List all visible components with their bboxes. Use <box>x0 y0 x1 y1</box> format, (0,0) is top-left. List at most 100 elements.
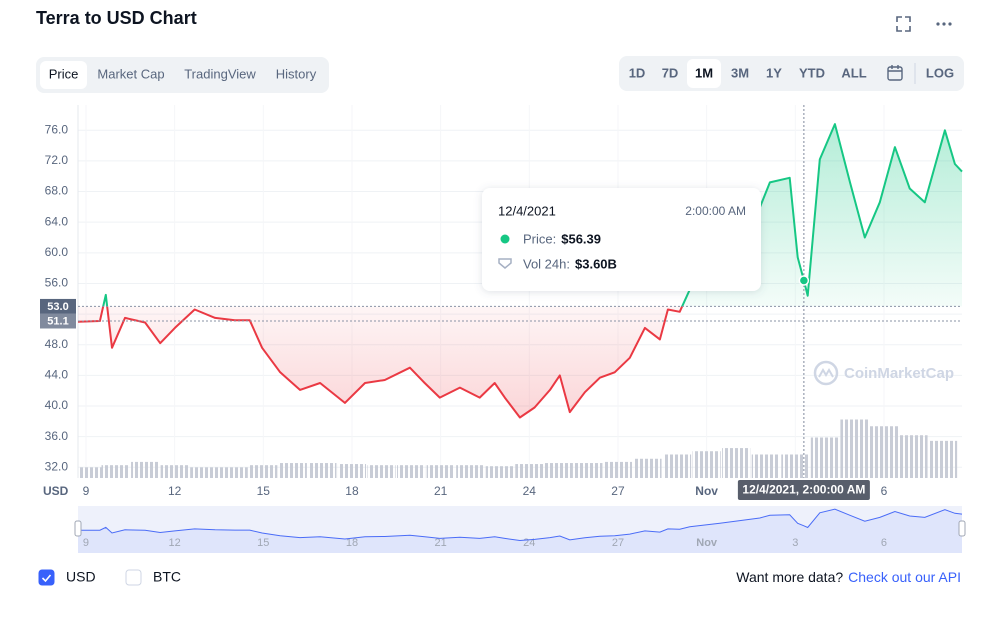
log-button[interactable]: LOG <box>926 65 954 80</box>
tooltip-box <box>482 188 761 291</box>
calendar-body <box>887 66 903 81</box>
volume-bar <box>633 458 662 478</box>
reference-label-box <box>40 298 76 314</box>
calendar-icon[interactable] <box>887 65 903 81</box>
tab-bar <box>36 57 329 93</box>
range-button[interactable]: ALL <box>841 65 866 80</box>
x-tick-label: 6 <box>881 484 888 498</box>
x-tick-label: 9 <box>83 484 90 498</box>
volume-bar <box>929 440 958 478</box>
tab[interactable]: History <box>276 66 317 81</box>
reference-label: 51.1 <box>47 315 68 327</box>
range-button[interactable]: 3M <box>731 65 749 80</box>
navigator-handle[interactable] <box>74 520 82 537</box>
x-tick-label: 18 <box>345 484 359 498</box>
y-tick-label: 36.0 <box>45 429 69 443</box>
volume-bar <box>337 464 367 478</box>
y-tick-label: 68.0 <box>45 184 69 198</box>
volume-bar <box>603 461 633 478</box>
navigator-tick-label: Nov <box>696 537 718 549</box>
range-button[interactable]: 1D <box>629 65 646 80</box>
navigator-handle[interactable] <box>958 520 966 537</box>
footer-text: Want more data? <box>736 569 843 585</box>
watermark-logo <box>813 360 839 386</box>
watermark: CoinMarketCap <box>813 360 954 386</box>
tooltip-price-dot <box>500 234 510 244</box>
volume-bar <box>78 467 107 478</box>
crosshair-label: 12/4/2021, 2:00:00 AM <box>742 483 865 497</box>
fullscreen-icon[interactable] <box>896 16 911 32</box>
volume-bar <box>574 463 603 478</box>
volume-bar <box>190 467 219 478</box>
y-tick-label: 44.0 <box>45 368 69 382</box>
x-tick-label: 24 <box>523 484 537 498</box>
tab[interactable]: Price <box>49 66 79 81</box>
y-tick-label: 48.0 <box>45 337 69 351</box>
tab[interactable]: Market Cap <box>97 66 164 81</box>
api-link[interactable]: Check out our API <box>848 569 961 585</box>
navigator-tick-label: 3 <box>792 537 798 549</box>
currency-label: USD <box>66 569 96 585</box>
volume-bar <box>426 465 455 478</box>
volume-bar <box>751 454 780 478</box>
x-tick-label: Nov <box>695 484 718 498</box>
y-tick-label: 32.0 <box>45 459 69 473</box>
y-tick-label: 56.0 <box>45 276 69 290</box>
volume-bar <box>397 465 426 478</box>
volume-bar <box>367 465 396 478</box>
x-tick-label: 21 <box>434 484 448 498</box>
tooltip-time: 2:00:00 AM <box>685 204 746 218</box>
volume-bar <box>160 465 189 478</box>
reference-label: 53.0 <box>47 301 68 313</box>
checkbox[interactable] <box>125 569 142 586</box>
volume-bar <box>899 435 928 478</box>
calendar-lines <box>888 65 902 72</box>
volume-bar <box>456 465 485 478</box>
title: Terra to USD Chart <box>36 8 197 28</box>
tab[interactable]: TradingView <box>184 66 256 81</box>
checkbox[interactable] <box>38 569 55 586</box>
volume-bar <box>869 426 899 478</box>
y-tick-label: 64.0 <box>45 214 69 228</box>
volume-bar <box>781 454 810 478</box>
y-axis-label: USD <box>43 484 69 498</box>
more-icon[interactable] <box>936 22 952 26</box>
navigator-tick-label: 9 <box>83 537 89 549</box>
volume-bar <box>308 463 337 478</box>
navigator-area <box>78 509 962 553</box>
volume-bar <box>278 463 307 478</box>
crosshair-label-box <box>737 480 870 500</box>
price-area <box>78 124 962 418</box>
volume-bar <box>722 448 751 478</box>
reference-label-box <box>40 313 76 329</box>
tooltip-price-label: Price: <box>523 231 556 246</box>
y-tick-label: 72.0 <box>45 153 69 167</box>
volume-bar <box>810 437 839 478</box>
volume-bar <box>840 419 869 478</box>
tab-active <box>40 61 87 89</box>
navigator-tick-label: 24 <box>523 537 535 549</box>
range-button[interactable]: 7D <box>662 65 679 80</box>
tooltip-volume: $3.60B <box>575 256 617 271</box>
volume-bar <box>663 454 692 478</box>
currency-label: BTC <box>153 569 181 585</box>
range-button[interactable]: 1Y <box>766 65 782 80</box>
range-active <box>687 59 721 88</box>
navigator-tick-label: 27 <box>612 537 624 549</box>
tooltip-price: $56.39 <box>561 231 601 246</box>
volume-bar <box>131 461 160 478</box>
tooltip-volume-icon <box>498 258 512 269</box>
navigator-tick-label: 6 <box>881 537 887 549</box>
volume-bar <box>544 463 573 478</box>
navigator-line <box>78 508 963 542</box>
checkmark <box>41 574 52 583</box>
volume-bar <box>101 465 130 478</box>
watermark-logo-mark <box>818 368 834 378</box>
range-button[interactable]: YTD <box>799 65 825 80</box>
navigator-tick-label: 12 <box>169 537 181 549</box>
price-line <box>77 123 963 419</box>
range-button[interactable]: 1M <box>695 65 713 80</box>
volume-bar <box>219 467 248 478</box>
